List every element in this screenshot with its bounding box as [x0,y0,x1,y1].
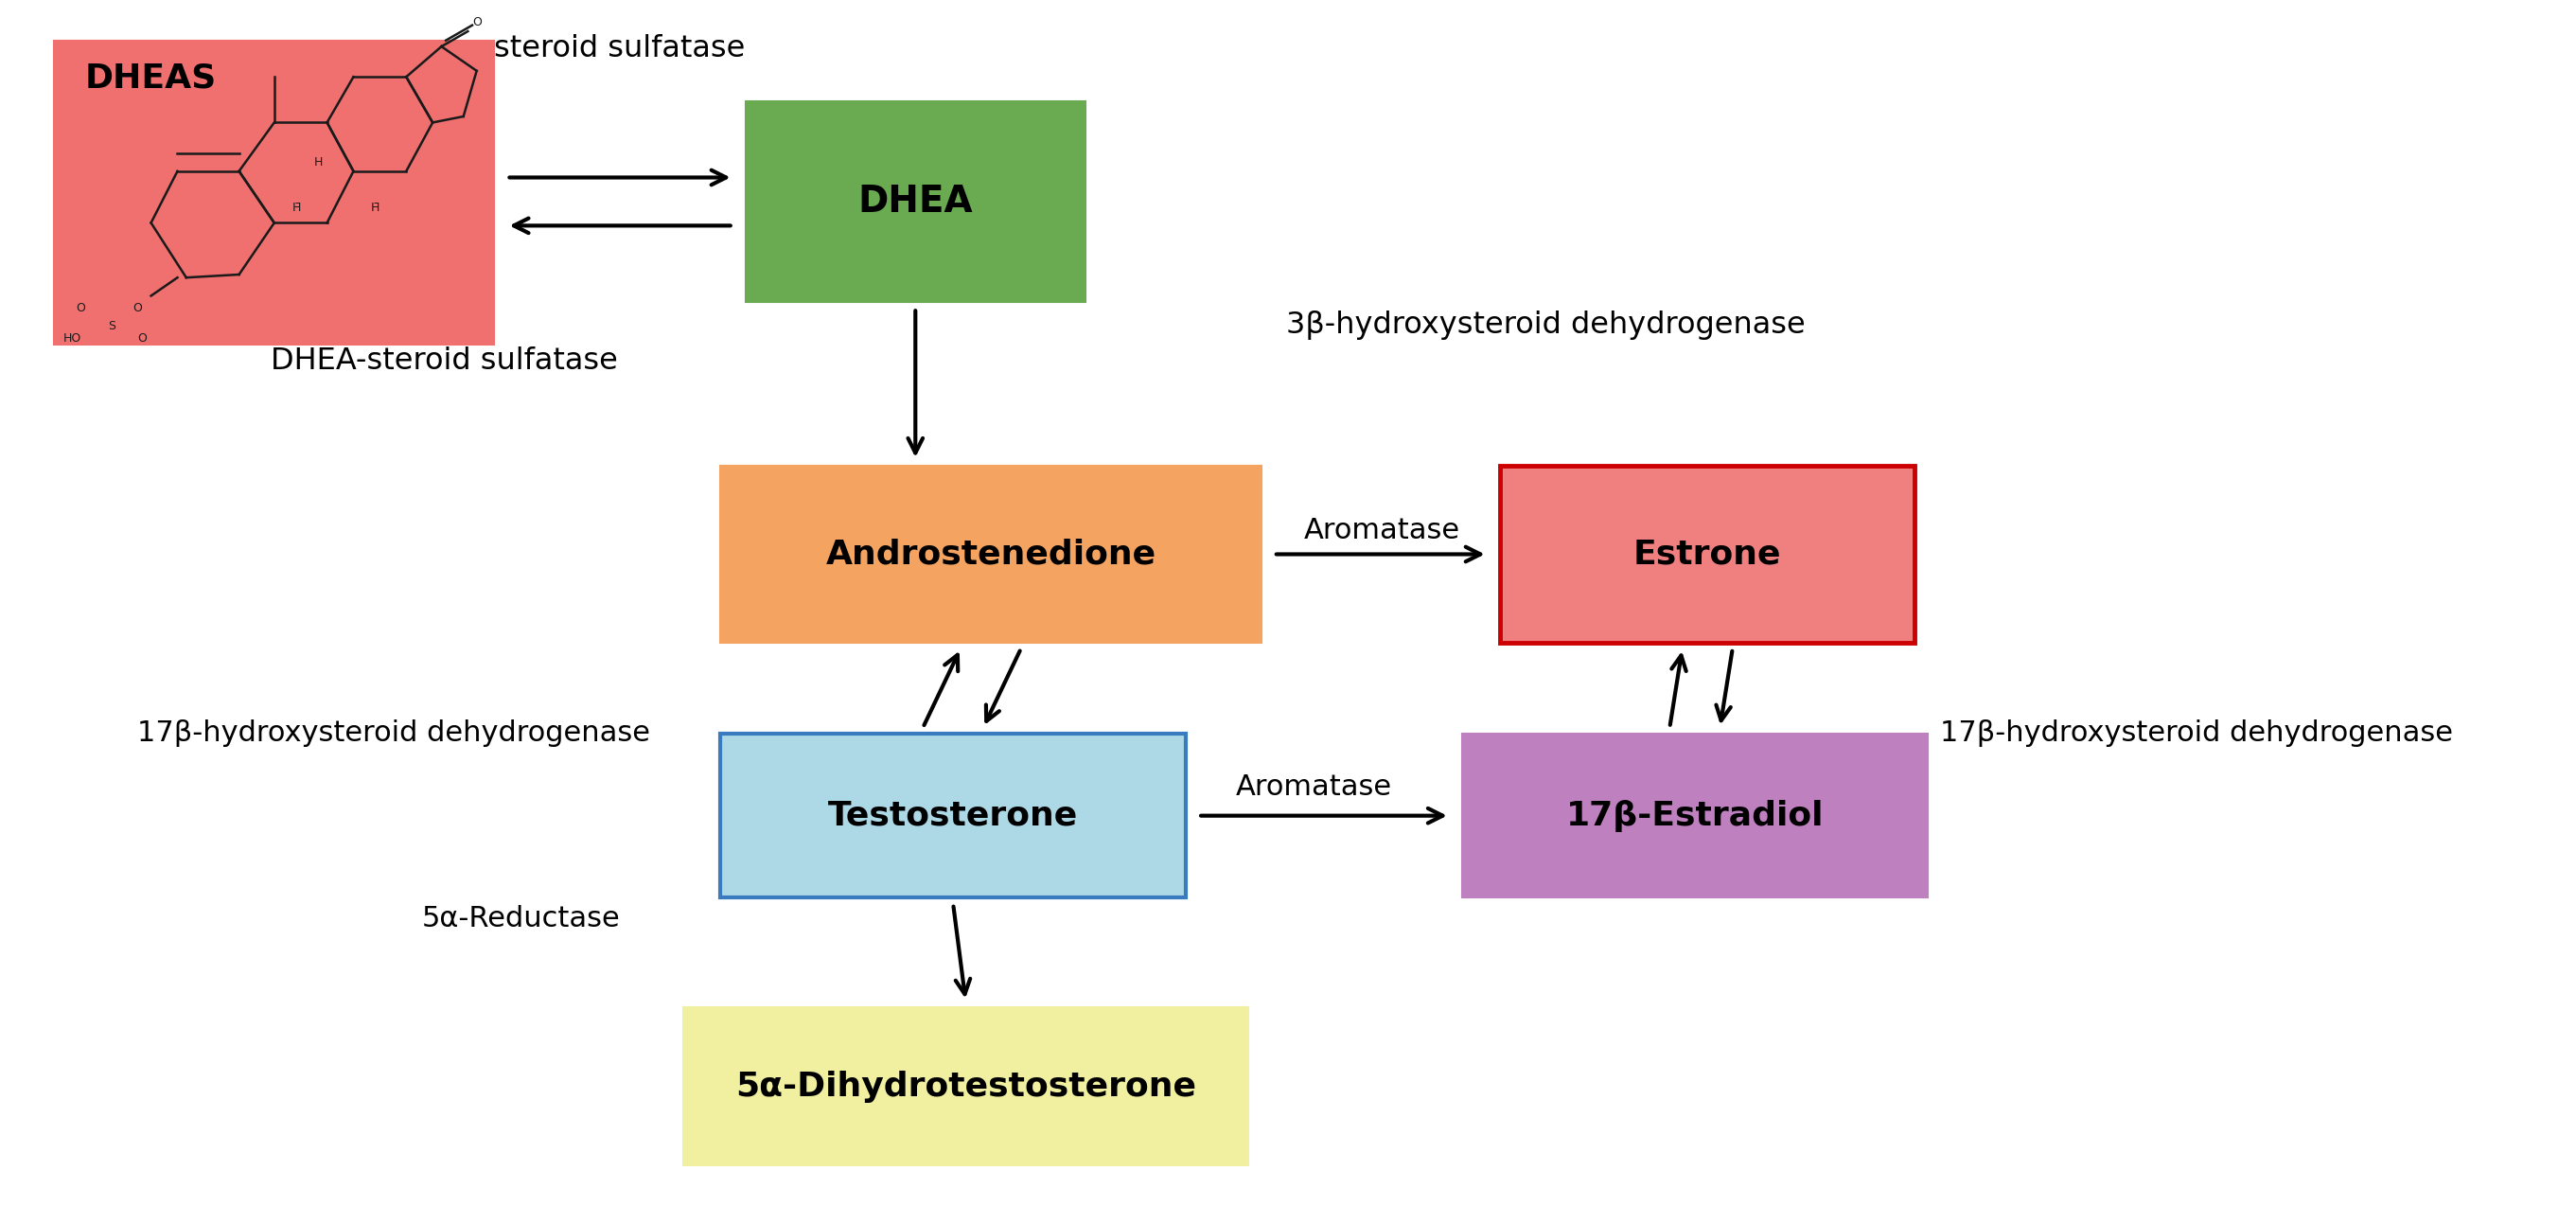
Text: H̄: H̄ [291,202,301,214]
FancyArrowPatch shape [1716,651,1731,721]
Text: 5α-Reductase: 5α-Reductase [422,905,621,933]
Text: 3β-hydroxysteroid dehydrogenase: 3β-hydroxysteroid dehydrogenase [1285,311,1806,340]
Text: DHEA: DHEA [858,184,974,219]
Text: Testosterone: Testosterone [827,799,1079,832]
Text: HO: HO [62,332,80,344]
Text: steroid sulfatase: steroid sulfatase [495,34,744,64]
Text: O: O [134,302,142,315]
Text: O: O [137,332,147,344]
Text: Estrone: Estrone [1633,539,1783,570]
FancyArrowPatch shape [987,651,1020,721]
Text: Aromatase: Aromatase [1303,517,1461,543]
Text: 17β-Estradiol: 17β-Estradiol [1566,799,1824,832]
Text: DHEAS: DHEAS [85,62,216,94]
FancyArrowPatch shape [513,218,732,233]
FancyArrowPatch shape [1275,547,1481,562]
FancyBboxPatch shape [721,733,1185,897]
Text: H: H [314,155,322,168]
Text: H̄: H̄ [371,202,379,214]
FancyBboxPatch shape [54,40,495,344]
Text: 5α-Dihydrotestosterone: 5α-Dihydrotestosterone [734,1070,1195,1103]
FancyArrowPatch shape [1200,808,1443,823]
FancyArrowPatch shape [925,655,958,725]
Text: Androstenedione: Androstenedione [827,539,1157,570]
Text: Aromatase: Aromatase [1236,774,1391,800]
FancyBboxPatch shape [683,1007,1249,1165]
FancyArrowPatch shape [1669,655,1687,725]
FancyArrowPatch shape [907,311,922,453]
Text: S: S [108,319,116,333]
FancyBboxPatch shape [744,102,1084,302]
Text: DHEA-steroid sulfatase: DHEA-steroid sulfatase [270,346,618,376]
FancyBboxPatch shape [1499,466,1914,643]
Text: 17β-hydroxysteroid dehydrogenase: 17β-hydroxysteroid dehydrogenase [137,720,649,748]
FancyArrowPatch shape [953,907,971,994]
FancyBboxPatch shape [721,466,1262,643]
Text: 17β-hydroxysteroid dehydrogenase: 17β-hydroxysteroid dehydrogenase [1940,720,2452,748]
Text: O: O [471,16,482,28]
FancyBboxPatch shape [1463,733,1927,897]
Text: O: O [75,302,85,315]
FancyArrowPatch shape [510,170,726,185]
